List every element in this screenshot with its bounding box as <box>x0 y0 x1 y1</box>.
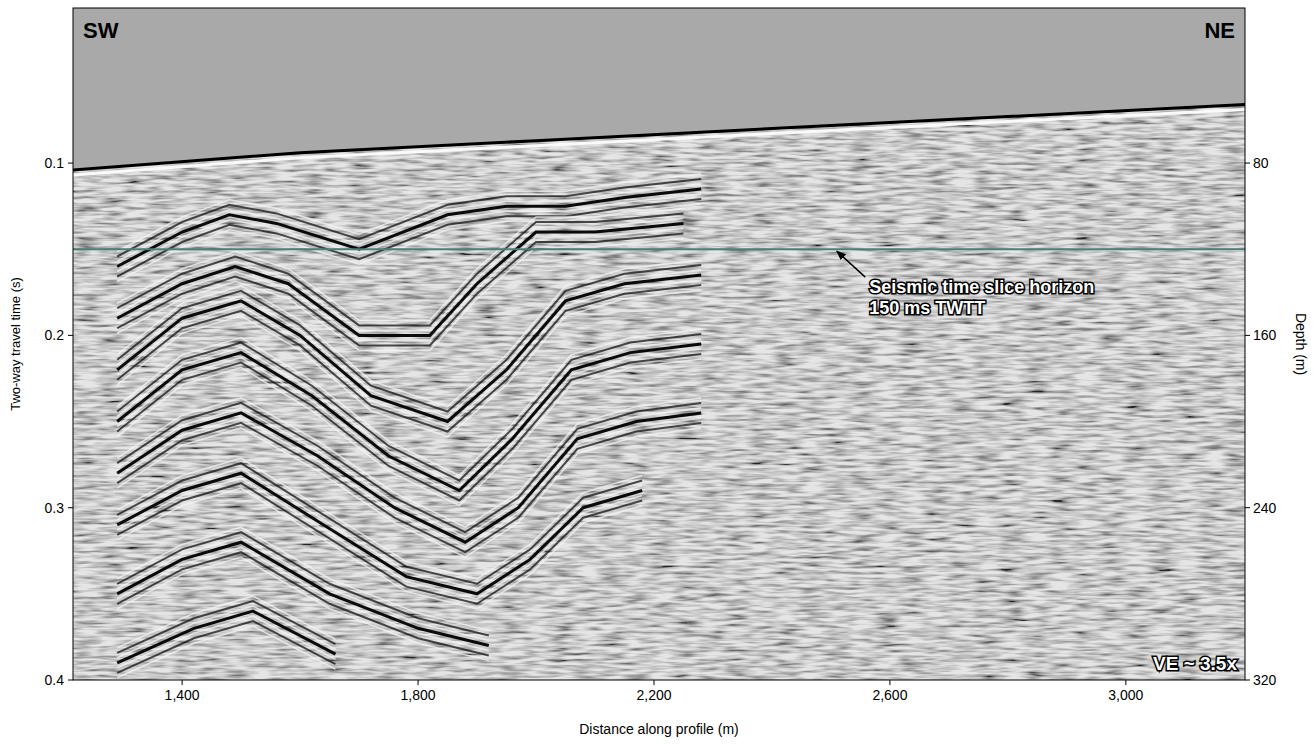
reflector <box>117 223 683 335</box>
time-slice-horizon <box>73 248 1245 250</box>
y2-tick-label: 320 <box>1253 672 1277 688</box>
annotation-text: 150 ms TWTT <box>869 298 985 318</box>
reflector-echo <box>117 557 489 660</box>
x-tick <box>653 680 654 685</box>
y2-tick <box>1245 335 1250 336</box>
x-tick <box>182 680 183 685</box>
reflector <box>117 611 335 663</box>
reflector-echo <box>117 488 642 609</box>
y-axis-title: Two-way travel time (s) <box>8 277 23 411</box>
plot-frame <box>73 8 1245 680</box>
y2-tick-label: 160 <box>1253 327 1277 343</box>
y-tick <box>68 680 73 681</box>
plot-area <box>73 8 1245 680</box>
x-tick <box>1125 680 1126 685</box>
y-tick-label: 0.2 <box>45 327 65 343</box>
x-axis-title: Distance along profile (m) <box>579 721 739 737</box>
y-tick <box>68 335 73 336</box>
reflector <box>117 189 701 267</box>
reflector <box>117 473 642 594</box>
reflector-echo <box>117 626 335 678</box>
y2-tick <box>1245 680 1250 681</box>
reflector-echo <box>117 552 489 655</box>
y2-tick <box>1245 163 1250 164</box>
reflector <box>117 413 701 542</box>
reflector-echo <box>117 616 335 668</box>
reflector-echo <box>117 423 701 552</box>
ve-label: VE ~ 3.5x <box>1153 653 1237 674</box>
x-tick <box>418 680 419 685</box>
reflector-echo <box>117 199 701 277</box>
reflector-echo <box>117 208 683 320</box>
y-tick <box>68 163 73 164</box>
subsurface-base <box>73 8 1245 680</box>
reflector-echo <box>117 601 335 653</box>
x-tick-label: 2,600 <box>872 687 907 703</box>
corner-label: NE <box>1204 18 1235 43</box>
annotation-arrow <box>837 251 865 277</box>
x-tick <box>889 680 890 685</box>
y2-axis-title: Depth (m) <box>1293 313 1309 375</box>
annotation-text: Seismic time slice horizon <box>869 277 1094 297</box>
figure: 1,400 1,800 2,200 2,600 3,000 0.1 0.2 0.3 0.4 80 1… <box>0 0 1313 744</box>
corner-label: SW <box>83 18 119 43</box>
reflector-echo <box>117 238 683 350</box>
seafloor <box>73 105 1245 171</box>
reflector-echo <box>117 606 335 658</box>
x-tick-label: 1,400 <box>165 687 200 703</box>
reflector-echo <box>117 228 683 340</box>
reflector-echo <box>117 596 335 648</box>
y2-tick-label: 80 <box>1253 155 1269 171</box>
seismic-texture <box>73 8 1245 680</box>
reflector-echo <box>117 329 701 476</box>
water-column <box>73 8 1245 170</box>
y-tick-label: 0.3 <box>45 500 65 516</box>
x-tick-label: 3,000 <box>1108 687 1143 703</box>
x-tick-label: 1,800 <box>401 687 436 703</box>
x-tick-label: 2,200 <box>636 687 671 703</box>
y2-tick-label: 240 <box>1253 500 1277 516</box>
y-tick-label: 0.4 <box>45 672 65 688</box>
y-tick <box>68 507 73 508</box>
y2-tick <box>1245 507 1250 508</box>
seafloor-echo <box>73 110 1245 176</box>
y-tick-label: 0.1 <box>45 155 65 171</box>
reflector <box>117 542 489 645</box>
reflector-echo <box>117 339 701 486</box>
